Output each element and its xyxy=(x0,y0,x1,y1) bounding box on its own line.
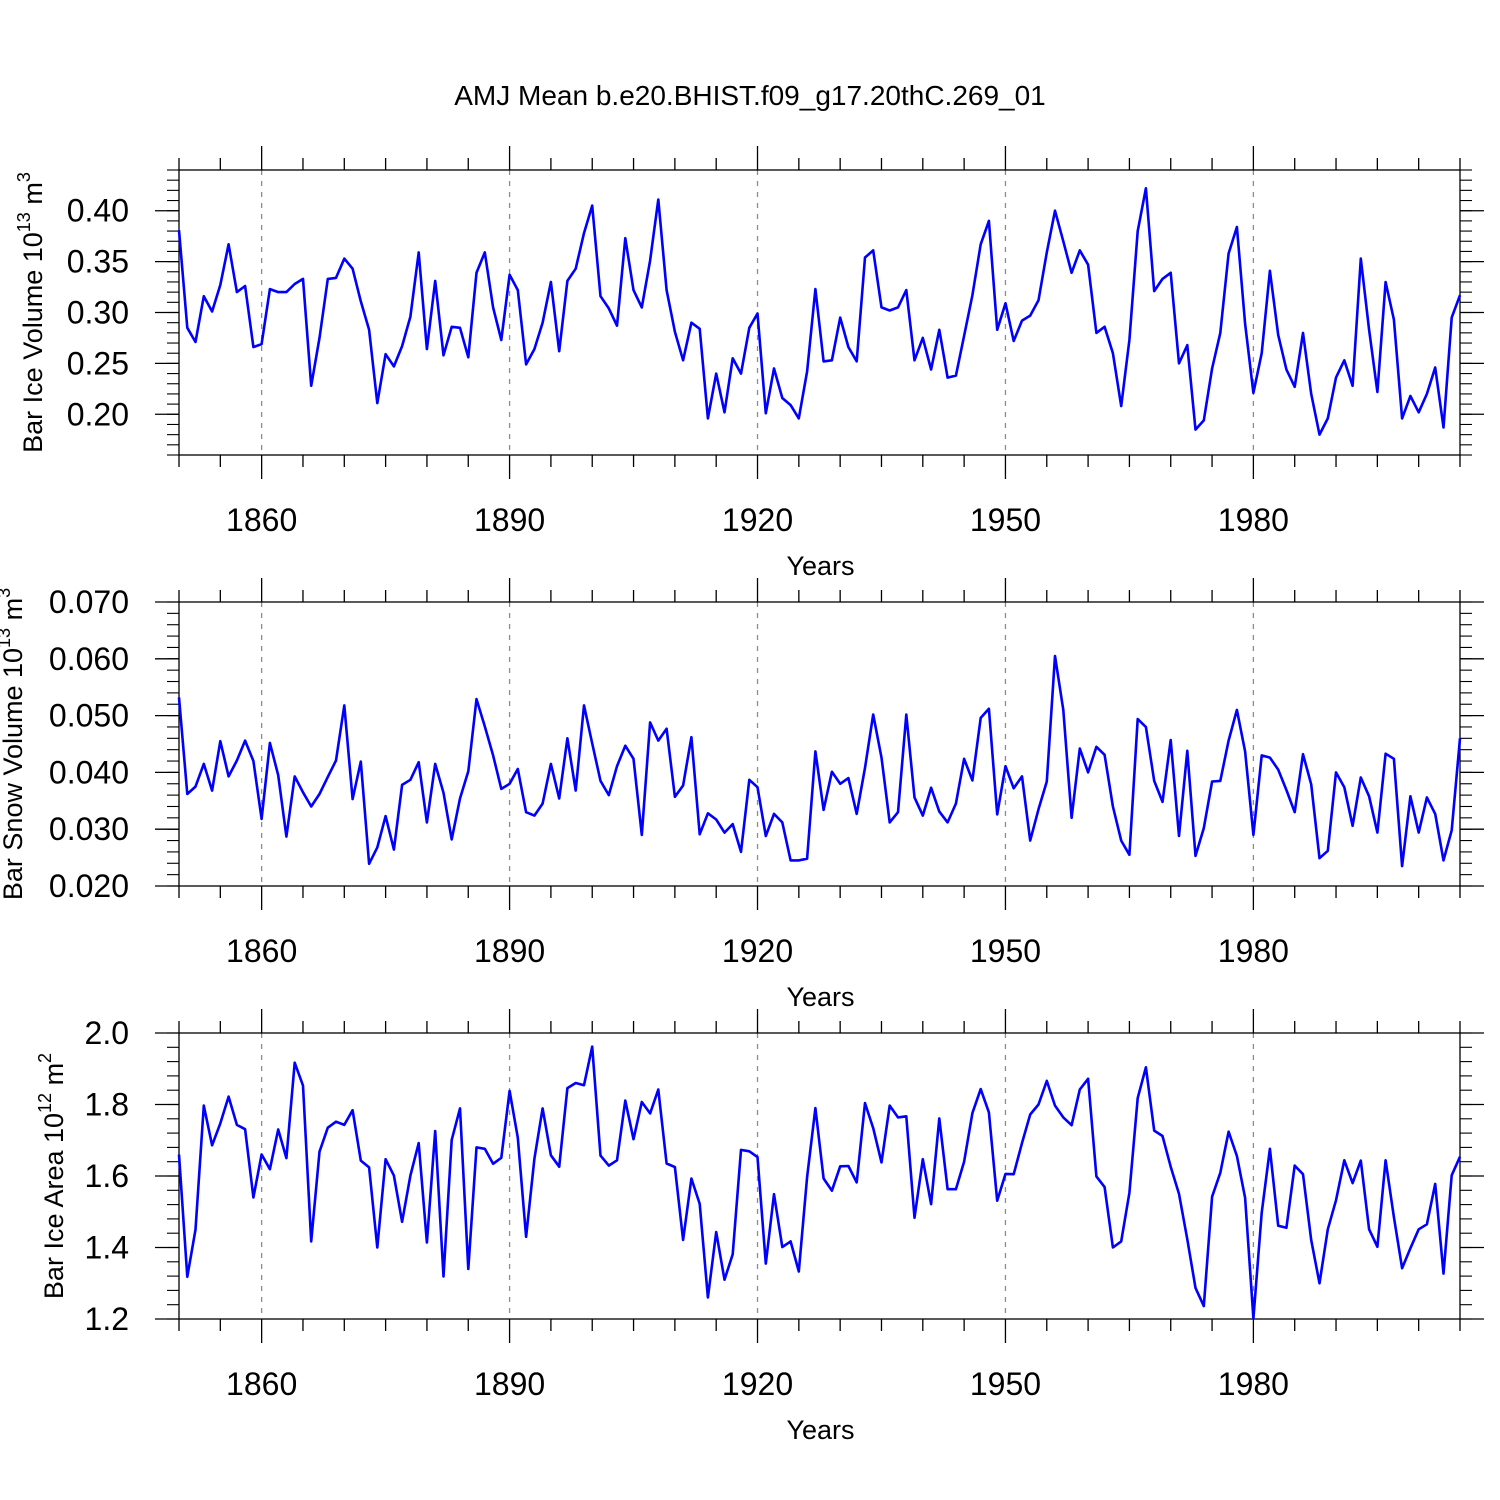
x-tick-label: 1860 xyxy=(226,502,297,538)
x-tick-label: 1950 xyxy=(970,1366,1041,1402)
y-tick-label: 0.40 xyxy=(67,193,129,229)
y-tick-label: 1.2 xyxy=(85,1301,129,1337)
x-tick-label: 1890 xyxy=(474,933,545,969)
y-tick-label: 0.30 xyxy=(67,295,129,331)
x-axis-title: Years xyxy=(786,982,854,1012)
series-line xyxy=(177,654,1462,868)
y-tick-label: 0.030 xyxy=(49,811,129,847)
y-axis-title-unit: m xyxy=(18,182,48,212)
plot-frame xyxy=(178,601,1461,887)
y-axis-title-unit: m xyxy=(0,598,28,628)
x-tick-label: 1980 xyxy=(1218,502,1289,538)
x-tick-label: 1980 xyxy=(1218,1366,1289,1402)
y-axis-title-unit: m xyxy=(39,1063,69,1093)
chart-title: AMJ Mean b.e20.BHIST.f09_g17.20thC.269_0… xyxy=(454,80,1046,111)
x-tick-label: 1920 xyxy=(722,1366,793,1402)
x-tick-label: 1860 xyxy=(226,1366,297,1402)
series-line xyxy=(177,1045,1462,1320)
x-tick-label: 1980 xyxy=(1218,933,1289,969)
y-tick-label: 0.35 xyxy=(67,244,129,280)
y-axis-title: Bar Ice Area 1012 m2 xyxy=(35,1053,69,1299)
y-axis-title-exponent: 13 xyxy=(14,212,34,232)
y-tick-label: 0.20 xyxy=(67,396,129,432)
y-axis-title-base: Bar Ice Area 10 xyxy=(39,1113,69,1299)
x-tick-label: 1890 xyxy=(474,1366,545,1402)
x-tick-label: 1860 xyxy=(226,933,297,969)
series-line xyxy=(177,187,1462,436)
y-axis-title-base: Bar Ice Volume 10 xyxy=(18,232,48,453)
x-tick-label: 1890 xyxy=(474,502,545,538)
y-tick-label: 1.8 xyxy=(85,1087,129,1123)
y-tick-label: 0.070 xyxy=(49,584,129,620)
y-tick-label: 2.0 xyxy=(85,1015,129,1051)
y-tick-label: 0.020 xyxy=(49,868,129,904)
y-tick-label: 0.25 xyxy=(67,345,129,381)
panel-ice-volume: 1860 1890 1920 1950 1980 Years 0.20 0.25 0.30 0.3… xyxy=(14,146,1484,581)
y-axis-title-unit-exponent: 3 xyxy=(14,172,34,182)
y-tick-label: 1.6 xyxy=(85,1158,129,1194)
y-axis-title-exponent: 12 xyxy=(35,1093,55,1113)
x-tick-label: 1950 xyxy=(970,502,1041,538)
x-tick-label: 1920 xyxy=(722,502,793,538)
x-axis-title: Years xyxy=(786,551,854,581)
plot-frame xyxy=(178,169,1461,456)
y-axis-title: Bar Snow Volume 1013 m3 xyxy=(0,588,28,900)
y-tick-label: 0.060 xyxy=(49,641,129,677)
x-axis-title: Years xyxy=(786,1415,854,1445)
panel-snow-volume: 1860 1890 1920 1950 1980 Years 0.020 0.030 0.040… xyxy=(0,578,1484,1012)
y-axis-title-exponent: 13 xyxy=(0,628,14,648)
y-axis-title-base: Bar Snow Volume 10 xyxy=(0,648,28,900)
y-axis-title-unit-exponent: 2 xyxy=(35,1053,55,1063)
x-tick-label: 1920 xyxy=(722,933,793,969)
y-axis-title: Bar Ice Volume 1013 m3 xyxy=(14,172,48,453)
y-tick-label: 0.050 xyxy=(49,698,129,734)
y-axis-title-unit-exponent: 3 xyxy=(0,588,14,598)
y-tick-label: 0.040 xyxy=(49,754,129,790)
x-tick-label: 1950 xyxy=(970,933,1041,969)
panel-ice-area: 1860 1890 1920 1950 1980 Years 1.2 1.4 1.6 1.8 2.0… xyxy=(35,1009,1484,1445)
y-tick-label: 1.4 xyxy=(85,1230,129,1266)
